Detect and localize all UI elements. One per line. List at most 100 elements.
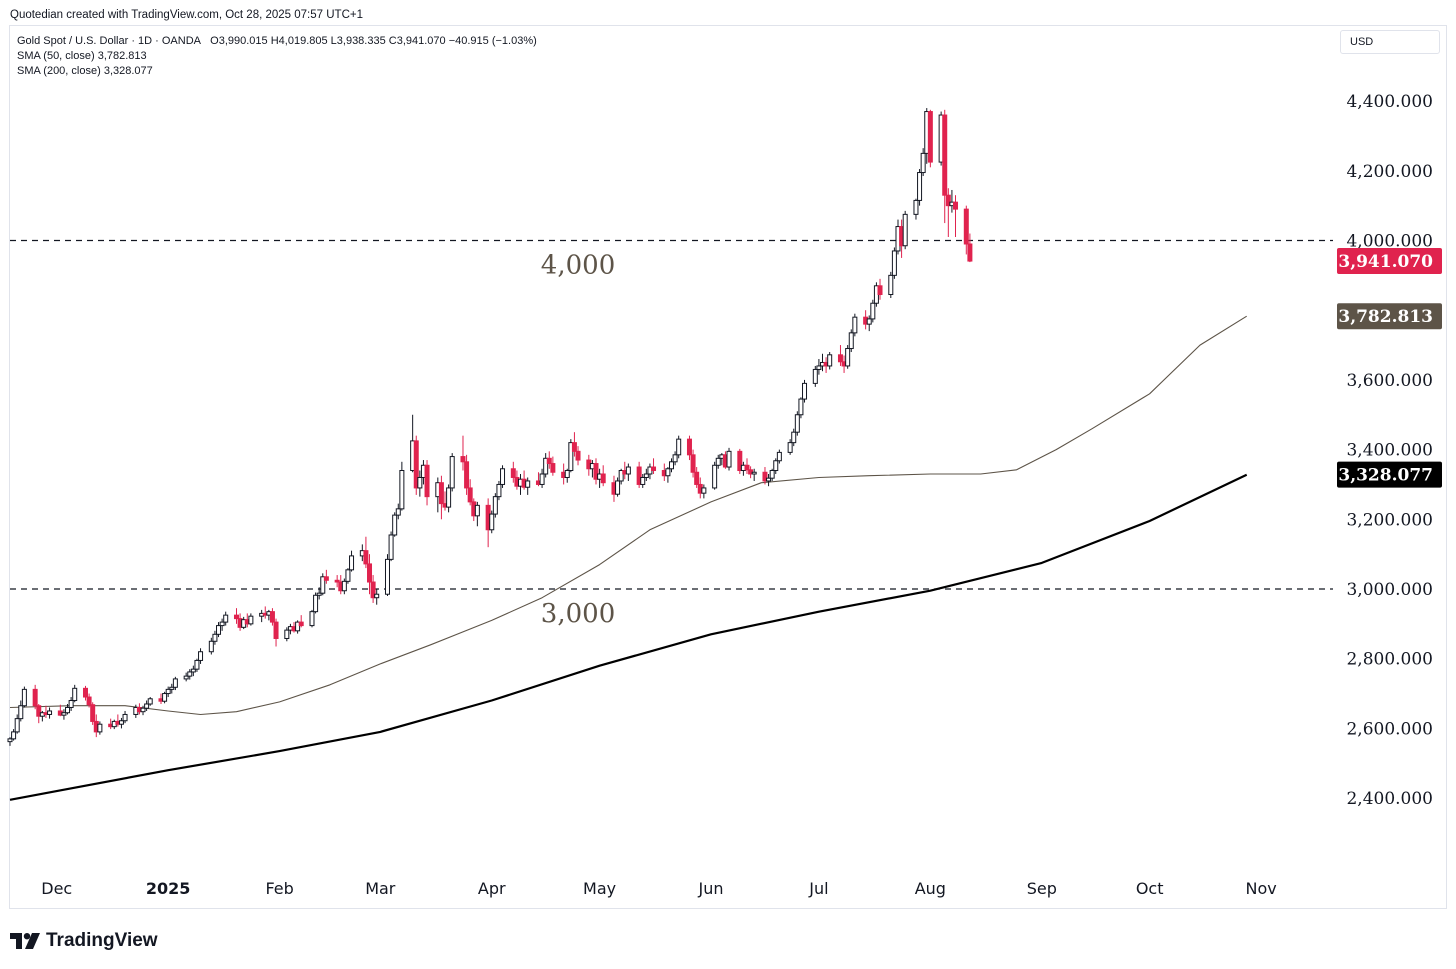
currency-selector[interactable]: USD xyxy=(1340,30,1440,54)
candle[interactable] xyxy=(866,315,872,332)
candle[interactable] xyxy=(550,456,556,476)
candle[interactable] xyxy=(388,531,394,562)
candle[interactable] xyxy=(902,210,908,250)
candle[interactable] xyxy=(967,233,973,263)
candle[interactable] xyxy=(852,313,858,337)
candle[interactable] xyxy=(575,446,581,466)
candle[interactable] xyxy=(97,721,103,735)
candle[interactable] xyxy=(424,460,430,506)
candle[interactable] xyxy=(309,609,315,628)
candle[interactable] xyxy=(18,700,24,722)
candle[interactable] xyxy=(313,592,319,614)
candle[interactable] xyxy=(564,468,570,483)
candle[interactable] xyxy=(942,109,948,224)
candle[interactable] xyxy=(233,608,239,624)
sma200-line[interactable] xyxy=(9,473,1248,801)
candle[interactable] xyxy=(413,435,419,495)
candle[interactable] xyxy=(568,439,574,473)
candle[interactable] xyxy=(600,465,606,487)
candle[interactable] xyxy=(162,691,168,704)
candle[interactable] xyxy=(90,702,96,725)
candle[interactable] xyxy=(194,658,200,672)
candle[interactable] xyxy=(669,458,674,473)
candle[interactable] xyxy=(891,247,897,279)
candle[interactable] xyxy=(643,468,649,481)
candle[interactable] xyxy=(82,685,88,701)
candle[interactable] xyxy=(216,622,222,638)
candle[interactable] xyxy=(593,458,599,485)
candle[interactable] xyxy=(776,449,782,464)
candle[interactable] xyxy=(21,686,27,708)
candle[interactable] xyxy=(539,468,545,488)
candle[interactable] xyxy=(615,477,621,497)
candle[interactable] xyxy=(665,467,671,483)
candle[interactable] xyxy=(737,448,743,474)
candle[interactable] xyxy=(370,575,376,603)
candle[interactable] xyxy=(147,697,153,706)
candle[interactable] xyxy=(837,345,843,366)
candle[interactable] xyxy=(690,449,696,478)
candle[interactable] xyxy=(651,458,657,474)
candle[interactable] xyxy=(187,669,193,680)
candle[interactable] xyxy=(269,608,275,626)
candle[interactable] xyxy=(845,345,851,369)
candle[interactable] xyxy=(571,432,577,457)
candle[interactable] xyxy=(14,714,20,734)
candle[interactable] xyxy=(273,618,279,647)
candle[interactable] xyxy=(467,479,473,506)
candle[interactable] xyxy=(169,683,175,694)
candle[interactable] xyxy=(870,299,876,323)
candle[interactable] xyxy=(190,665,196,677)
legend-sma50-label[interactable]: SMA (50, close) xyxy=(17,50,95,62)
candle[interactable] xyxy=(773,458,779,474)
candle[interactable] xyxy=(392,512,398,537)
candle[interactable] xyxy=(86,693,92,708)
candle[interactable] xyxy=(208,637,214,655)
candle[interactable] xyxy=(953,195,959,238)
candle[interactable] xyxy=(345,568,351,584)
candle[interactable] xyxy=(384,554,390,596)
candle[interactable] xyxy=(715,454,721,469)
candle[interactable] xyxy=(323,569,329,584)
candle[interactable] xyxy=(47,707,53,719)
candle[interactable] xyxy=(694,467,700,488)
candle[interactable] xyxy=(172,676,178,691)
candle[interactable] xyxy=(212,630,218,645)
candle[interactable] xyxy=(762,467,768,485)
candle[interactable] xyxy=(625,463,631,481)
candle[interactable] xyxy=(395,503,401,520)
candle[interactable] xyxy=(963,205,969,255)
candle[interactable] xyxy=(449,453,455,492)
candle[interactable] xyxy=(618,468,624,485)
candle[interactable] xyxy=(500,465,506,488)
candle[interactable] xyxy=(399,461,405,511)
candle[interactable] xyxy=(802,379,808,403)
legend-sma200-label[interactable]: SMA (200, close) xyxy=(17,65,101,77)
candle[interactable] xyxy=(913,198,919,220)
candle[interactable] xyxy=(701,484,707,499)
candle[interactable] xyxy=(712,461,718,490)
candle[interactable] xyxy=(888,271,894,299)
candle[interactable] xyxy=(496,480,502,501)
candle[interactable] xyxy=(827,352,833,370)
candle[interactable] xyxy=(341,578,347,595)
candle[interactable] xyxy=(417,470,423,497)
candle[interactable] xyxy=(248,613,254,626)
candle[interactable] xyxy=(140,705,146,716)
candle[interactable] xyxy=(446,484,452,513)
candle[interactable] xyxy=(848,329,854,353)
candle[interactable] xyxy=(812,365,818,387)
candle[interactable] xyxy=(546,451,552,469)
candle[interactable] xyxy=(751,468,757,481)
candle[interactable] xyxy=(363,536,369,569)
candle[interactable] xyxy=(920,148,926,177)
candle[interactable] xyxy=(744,458,750,474)
candle[interactable] xyxy=(223,611,229,626)
candle[interactable] xyxy=(798,397,804,419)
candle[interactable] xyxy=(816,358,822,375)
candle[interactable] xyxy=(787,439,793,455)
candle[interactable] xyxy=(144,700,150,711)
candle[interactable] xyxy=(636,461,642,488)
candle[interactable] xyxy=(68,697,74,711)
